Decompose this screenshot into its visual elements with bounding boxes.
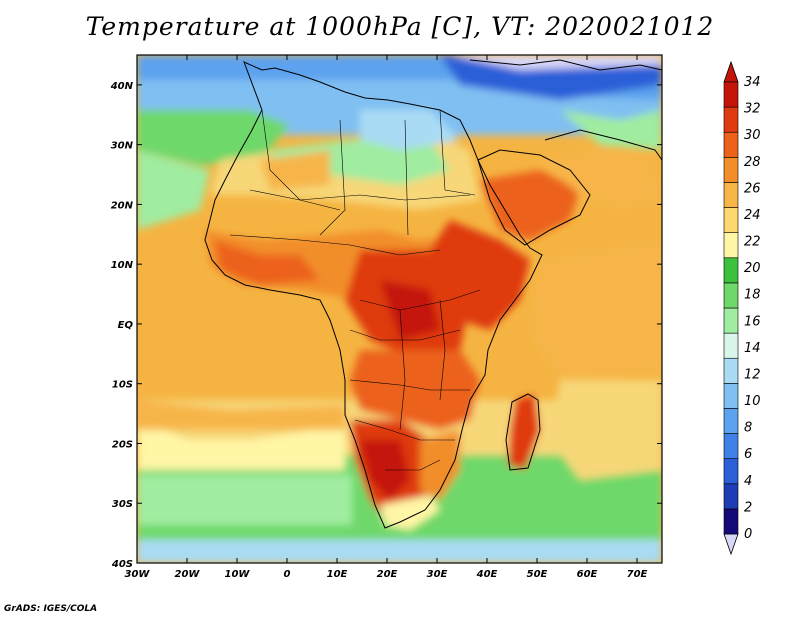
lon-tick-label: 60E xyxy=(577,569,598,580)
lon-tick-label: 70E xyxy=(627,569,648,580)
lon-tick-label: 40E xyxy=(476,569,498,580)
colorbar-label: 14 xyxy=(744,341,761,356)
colorbar-label: 24 xyxy=(744,208,761,223)
colorbar-max-arrow xyxy=(723,60,739,83)
colorbar-swatch xyxy=(723,483,739,510)
lon-tick-label: 30E xyxy=(427,569,448,580)
colorbar-label: 4 xyxy=(744,474,752,489)
lat-tick-label: 40N xyxy=(110,81,134,92)
lon-tick-label: 30W xyxy=(125,569,151,580)
colorbar-swatch xyxy=(723,307,739,334)
temperature-field xyxy=(137,55,662,563)
colorbar-swatch xyxy=(723,207,739,233)
colorbar-label: 8 xyxy=(744,421,752,436)
colorbar-swatch xyxy=(723,182,739,208)
colorbar-label: 2 xyxy=(744,500,752,515)
lon-tick-label: 10W xyxy=(225,569,251,580)
colorbar-swatch xyxy=(723,232,739,259)
lat-tick-label: 30S xyxy=(112,499,133,510)
colorbar-min-arrow xyxy=(723,533,739,556)
colorbar-swatch xyxy=(723,157,739,183)
colorbar-swatch xyxy=(723,458,739,485)
lon-tick-label: 0 xyxy=(284,569,291,580)
colorbar-swatch xyxy=(723,433,739,459)
colorbar-label: 18 xyxy=(744,288,761,303)
colorbar-swatch xyxy=(723,357,739,384)
colorbar-label: 6 xyxy=(744,447,752,462)
lat-tick-label: 10N xyxy=(111,260,134,271)
lon-tick-label: 10E xyxy=(327,569,348,580)
lon-tick-label: 20E xyxy=(377,569,398,580)
colorbar-label: 20 xyxy=(744,261,761,276)
colorbar-swatch xyxy=(723,508,739,535)
lat-tick-label: 20N xyxy=(111,200,134,211)
colorbar-label: 26 xyxy=(744,181,761,196)
colorbar-swatch xyxy=(723,383,739,409)
colorbar-label: 34 xyxy=(744,75,761,90)
map-title: Temperature at 1000hPa [C], VT: 20200210… xyxy=(85,12,715,41)
colorbar-swatch xyxy=(723,257,739,284)
credit-label: GrADS: IGES/COLA xyxy=(4,604,98,614)
colorbar-label: 0 xyxy=(744,527,752,542)
colorbar-label: 16 xyxy=(744,314,761,329)
colorbar-swatch xyxy=(723,332,739,359)
colorbar-swatch xyxy=(723,106,739,133)
colorbar-swatch xyxy=(723,408,739,434)
country-borders xyxy=(229,109,481,471)
colorbar-swatch xyxy=(723,131,739,158)
axis-ticks: 30W 20W 10W 0 10E 20E 30E 40E 50E 60E 70E 40N 30N 20N… xyxy=(110,55,662,580)
colorbar-label: 22 xyxy=(744,235,761,250)
lat-tick-label: 30N xyxy=(111,141,134,152)
colorbar-label: 12 xyxy=(744,367,761,382)
coastlines xyxy=(204,59,662,529)
lat-tick-label: EQ xyxy=(118,320,134,331)
colorbar-label: 10 xyxy=(744,394,761,409)
lon-tick-label: 20W xyxy=(175,569,201,580)
colorbar-label: 32 xyxy=(744,102,761,117)
map-frame xyxy=(136,54,663,564)
colorbar-label: 28 xyxy=(744,155,761,170)
colorbar-swatch xyxy=(723,282,739,309)
lon-tick-label: 50E xyxy=(527,569,548,580)
colorbar-label: 30 xyxy=(744,128,761,143)
lat-tick-label: 40S xyxy=(111,559,133,570)
colorbar-swatch xyxy=(723,81,739,108)
lat-tick-label: 20S xyxy=(112,439,133,450)
lat-tick-label: 10S xyxy=(112,380,133,391)
